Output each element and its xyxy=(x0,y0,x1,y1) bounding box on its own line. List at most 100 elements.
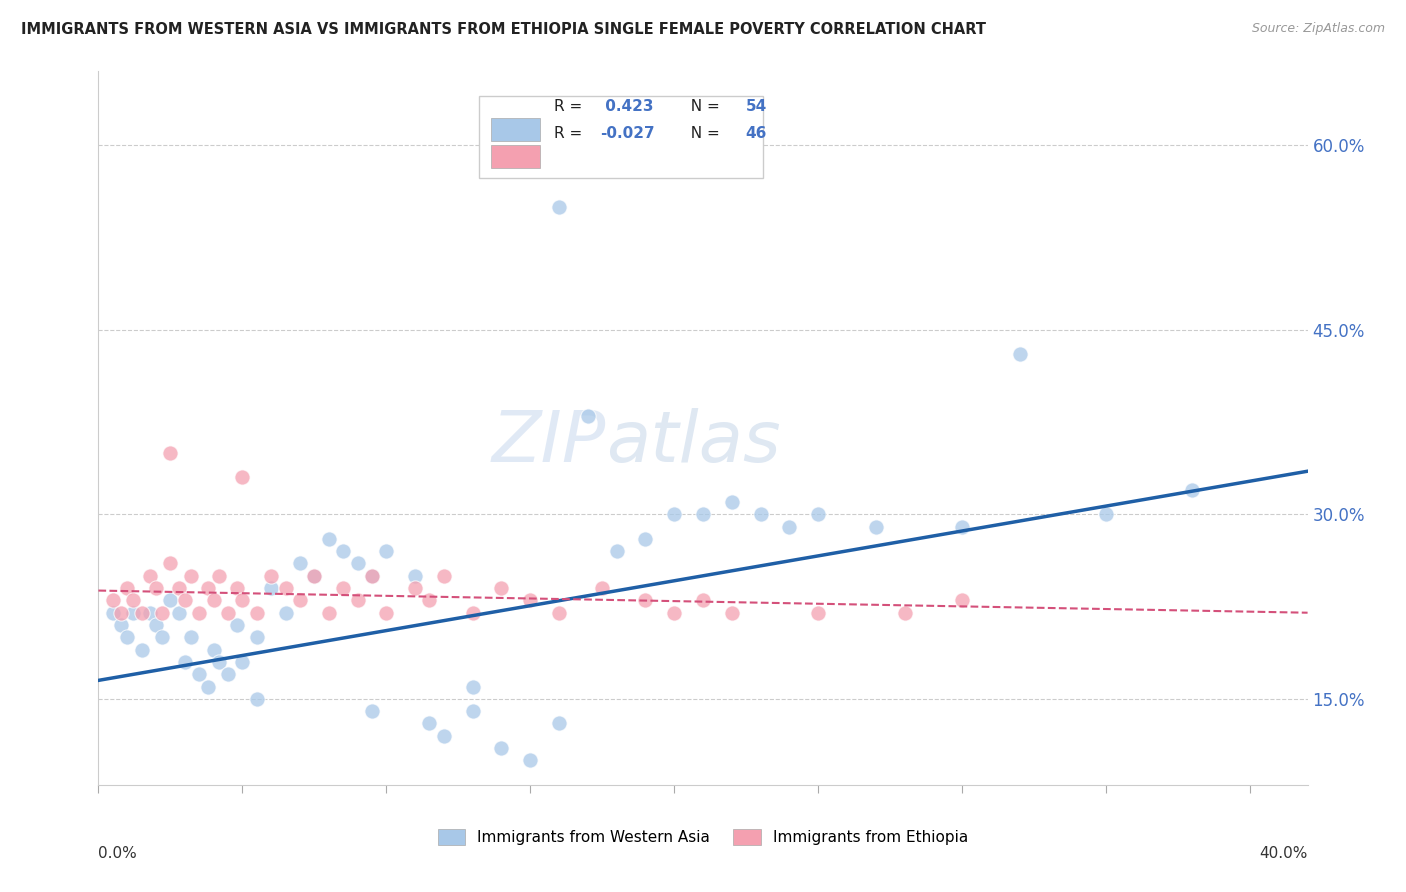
Text: R =: R = xyxy=(554,126,588,141)
Point xyxy=(274,606,297,620)
Point xyxy=(115,581,138,595)
Point xyxy=(159,446,181,460)
Point xyxy=(893,606,915,620)
Text: R =: R = xyxy=(554,99,588,114)
Point xyxy=(246,606,269,620)
Point xyxy=(720,606,742,620)
Point xyxy=(150,606,173,620)
Point xyxy=(346,593,368,607)
Point xyxy=(491,581,513,595)
Point xyxy=(225,581,247,595)
Text: 0.423: 0.423 xyxy=(600,99,654,114)
Point xyxy=(548,716,571,731)
Point xyxy=(346,557,368,571)
Point xyxy=(749,508,772,522)
Text: 54: 54 xyxy=(745,99,766,114)
Point xyxy=(167,581,190,595)
Point xyxy=(361,704,384,718)
Point xyxy=(778,519,800,533)
Point xyxy=(318,606,340,620)
Point xyxy=(807,606,830,620)
Point xyxy=(260,569,283,583)
Point xyxy=(202,593,225,607)
FancyBboxPatch shape xyxy=(479,96,763,178)
Point xyxy=(231,470,253,484)
Bar xyxy=(492,118,540,141)
Point xyxy=(375,544,398,558)
Point xyxy=(692,593,714,607)
Point xyxy=(332,581,354,595)
Point xyxy=(180,630,202,644)
Point xyxy=(361,569,384,583)
Text: 46: 46 xyxy=(745,126,766,141)
Point xyxy=(692,508,714,522)
Point xyxy=(288,557,311,571)
Point xyxy=(159,557,181,571)
Text: atlas: atlas xyxy=(606,408,780,477)
Point xyxy=(461,680,484,694)
Point xyxy=(548,200,571,214)
Point xyxy=(1008,347,1031,361)
Point xyxy=(1095,508,1118,522)
Point xyxy=(101,606,124,620)
Point xyxy=(131,642,153,657)
Point xyxy=(807,508,830,522)
Point xyxy=(950,593,973,607)
Point xyxy=(208,655,231,669)
Point xyxy=(208,569,231,583)
Point xyxy=(231,655,253,669)
Legend: Immigrants from Western Asia, Immigrants from Ethiopia: Immigrants from Western Asia, Immigrants… xyxy=(437,830,969,845)
Point xyxy=(288,593,311,607)
Point xyxy=(150,630,173,644)
Point xyxy=(519,753,541,767)
Point xyxy=(145,581,167,595)
Point xyxy=(225,618,247,632)
Point xyxy=(433,569,456,583)
Text: IMMIGRANTS FROM WESTERN ASIA VS IMMIGRANTS FROM ETHIOPIA SINGLE FEMALE POVERTY C: IMMIGRANTS FROM WESTERN ASIA VS IMMIGRAN… xyxy=(21,22,986,37)
Point xyxy=(115,630,138,644)
Point xyxy=(122,606,145,620)
Point xyxy=(173,593,195,607)
Point xyxy=(274,581,297,595)
Point xyxy=(548,606,571,620)
Point xyxy=(404,581,426,595)
Point xyxy=(576,409,599,423)
Point xyxy=(634,532,657,546)
Point xyxy=(461,606,484,620)
Point xyxy=(664,508,686,522)
Point xyxy=(217,606,239,620)
Point xyxy=(519,593,541,607)
Point xyxy=(332,544,354,558)
Point xyxy=(139,606,162,620)
Text: N =: N = xyxy=(682,99,725,114)
Point xyxy=(110,618,132,632)
Point xyxy=(122,593,145,607)
Point xyxy=(865,519,887,533)
Point xyxy=(260,581,283,595)
Point xyxy=(197,581,219,595)
Point xyxy=(418,593,440,607)
Point xyxy=(318,532,340,546)
Point xyxy=(606,544,628,558)
Point xyxy=(197,680,219,694)
Point xyxy=(231,593,253,607)
Point xyxy=(145,618,167,632)
Text: N =: N = xyxy=(682,126,725,141)
Point xyxy=(664,606,686,620)
Point xyxy=(180,569,202,583)
Point xyxy=(139,569,162,583)
Point xyxy=(217,667,239,681)
Point xyxy=(159,593,181,607)
Point xyxy=(375,606,398,620)
Text: 40.0%: 40.0% xyxy=(1260,846,1308,861)
Point xyxy=(188,667,211,681)
Point xyxy=(591,581,613,595)
Point xyxy=(304,569,326,583)
Point xyxy=(461,704,484,718)
Point xyxy=(433,729,456,743)
Point xyxy=(167,606,190,620)
Point xyxy=(634,593,657,607)
Text: Source: ZipAtlas.com: Source: ZipAtlas.com xyxy=(1251,22,1385,36)
Point xyxy=(188,606,211,620)
Point xyxy=(1181,483,1204,497)
